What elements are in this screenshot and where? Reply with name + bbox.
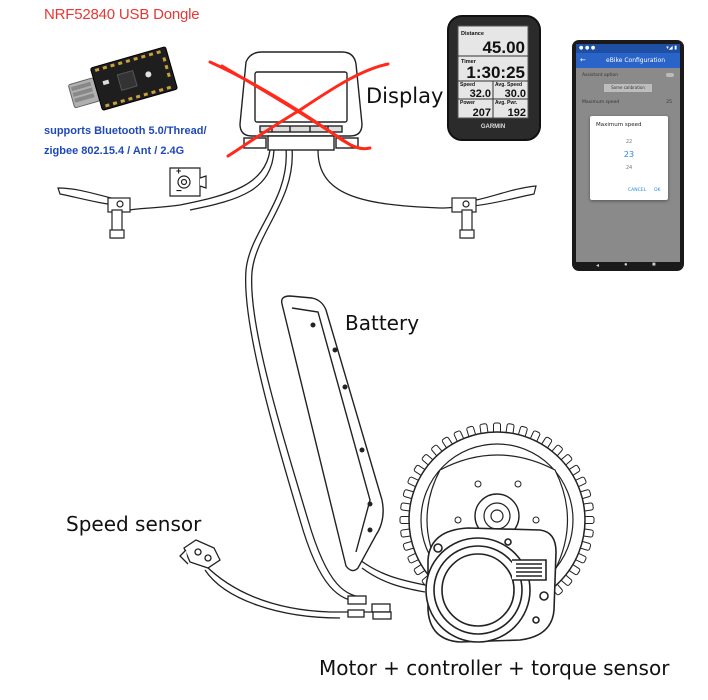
dongle-support-line-1: supports Bluetooth 5.0/Thread/ [44, 125, 207, 137]
dongle-support-line-2: zigbee 802.15.4 / Ant / 2.4G [44, 145, 185, 157]
picker-option-selected[interactable]: 23 [623, 150, 635, 159]
toggle-switch[interactable] [666, 73, 674, 77]
battery-label: Battery [345, 311, 420, 335]
setting-row-value: 25 [666, 100, 672, 105]
garmin-field-label: Distance [461, 31, 484, 37]
back-arrow-icon[interactable]: ← [580, 56, 586, 64]
garmin-field-label: Speed [460, 82, 475, 88]
picker-option[interactable]: 24 [625, 165, 633, 171]
nav-recents-icon[interactable]: ■ [652, 262, 656, 268]
garmin-field-label: Avg. Speed [495, 82, 522, 88]
display-cross-out [208, 60, 390, 158]
speed-sensor-label: Speed sensor [66, 512, 202, 536]
garmin-field-value: 207 [473, 107, 491, 119]
phone-status-bar: ● ● ● ▾◢ ▮ [576, 44, 680, 53]
nav-home-icon[interactable]: ● [624, 262, 628, 268]
picker-option[interactable]: 22 [625, 139, 633, 145]
right-brake-lever [451, 185, 537, 239]
setting-row-label: Maximum speed [582, 100, 620, 105]
dialog-cancel-button[interactable]: CANCEL [628, 188, 647, 193]
display-unit [239, 51, 363, 151]
setting-row-label: Assistant option [582, 73, 619, 78]
garmin-field-value: 30.0 [505, 88, 526, 100]
garmin-field-label: Power [460, 100, 475, 106]
garmin-field-value: 32.0 [470, 88, 491, 100]
remote-button-unit: + − [169, 166, 207, 197]
dialog-ok-button[interactable]: OK [654, 188, 661, 193]
maximum-speed-dialog: Maximum speed 22 23 24 CANCEL OK [590, 116, 668, 200]
garmin-field-value: 1:30:25 [466, 63, 525, 82]
dialog-title: Maximum speed [596, 122, 642, 128]
dongle-title: NRF52840 USB Dongle [44, 6, 200, 23]
battery-pack [280, 295, 384, 572]
phone-nav-bar: ◂ ● ■ [572, 261, 684, 271]
svg-text:−: − [176, 186, 182, 197]
garmin-brand-logo: GARMIN [481, 124, 505, 130]
garmin-field-label: Avg. Pwr. [495, 100, 518, 106]
phone-screen: ● ● ● ▾◢ ▮ ← eBike Configuration Assista… [576, 44, 680, 262]
nav-back-icon[interactable]: ◂ [596, 263, 600, 269]
phone-app-bar: ← eBike Configuration [576, 53, 680, 68]
garmin-field-value: 45.00 [482, 38, 525, 57]
garmin-field-value: 192 [508, 107, 526, 119]
nrf52840-usb-dongle [68, 46, 178, 111]
speed-sensor [179, 539, 221, 569]
android-phone: ● ● ● ▾◢ ▮ ← eBike Configuration Assista… [572, 40, 684, 271]
motor-unit [425, 527, 557, 643]
calibration-button[interactable]: Some calibration [604, 84, 652, 92]
display-label: Display [366, 84, 444, 108]
svg-text:+: + [176, 166, 181, 176]
app-title: eBike Configuration [606, 57, 666, 64]
left-brake-lever [57, 187, 131, 239]
garmin-bike-computer: Distance 45.00 Timer 1:30:25 Speed 32.0 … [447, 15, 541, 141]
cables [129, 147, 471, 620]
motor-label: Motor + controller + torque sensor [319, 656, 670, 680]
garmin-field-label: Timer [461, 59, 477, 65]
